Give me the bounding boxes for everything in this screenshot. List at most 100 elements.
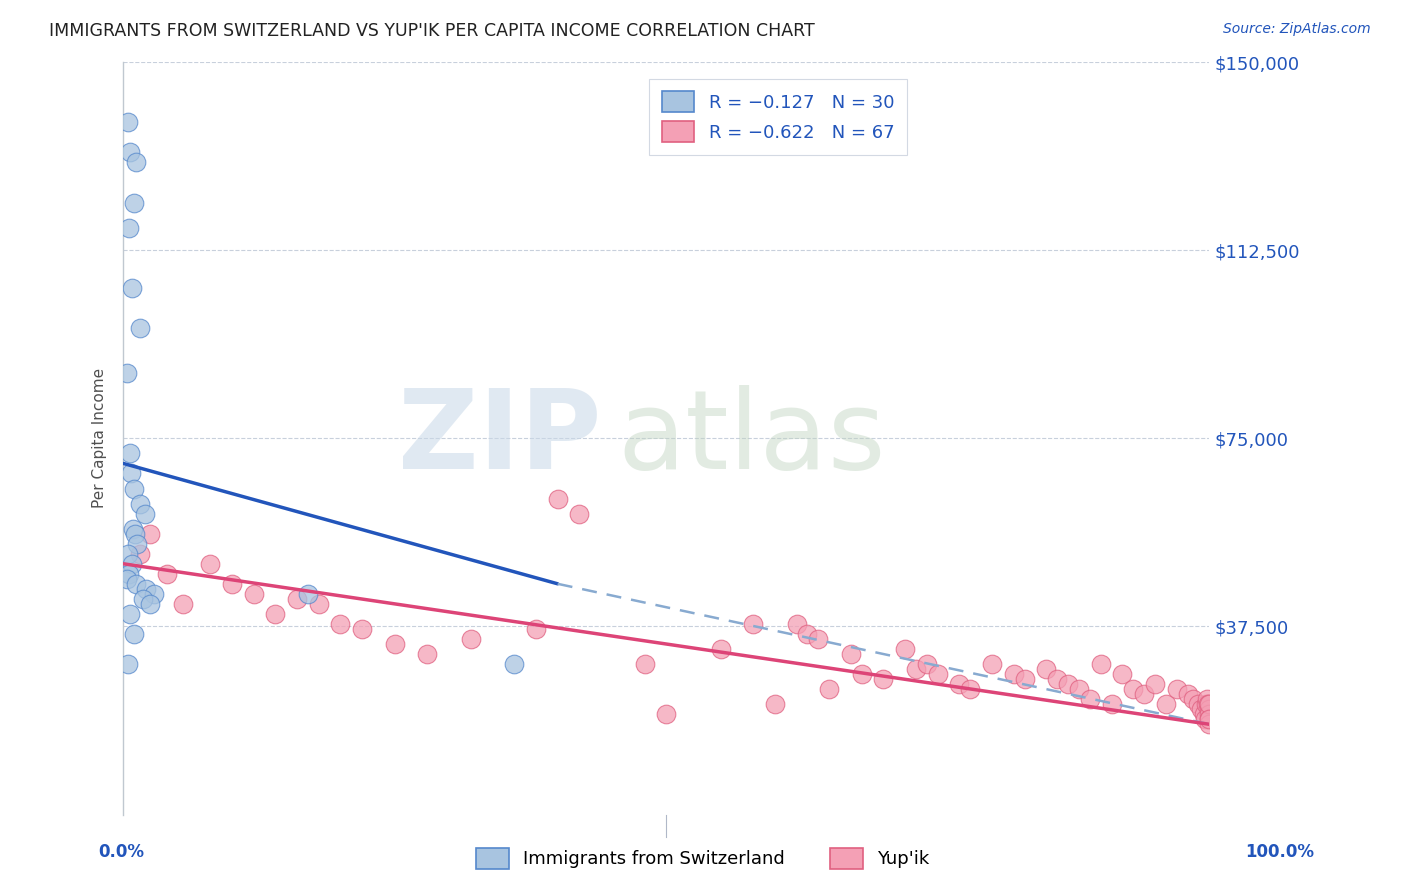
Point <box>1198 697 1220 711</box>
Text: ZIP: ZIP <box>398 384 602 491</box>
Point <box>927 667 949 681</box>
Point <box>121 557 143 571</box>
Point <box>117 657 139 671</box>
Point <box>122 522 145 536</box>
Text: 0.0%: 0.0% <box>98 843 145 861</box>
Point <box>242 587 264 601</box>
Point <box>948 677 970 691</box>
Point <box>894 642 917 657</box>
Point <box>1189 702 1212 716</box>
Point <box>198 557 221 571</box>
Point <box>285 591 308 606</box>
Point <box>118 145 141 160</box>
Point <box>915 657 938 671</box>
Point <box>1133 687 1156 701</box>
Point <box>118 220 141 235</box>
Point <box>1101 697 1123 711</box>
Point <box>786 616 808 631</box>
Point <box>1198 717 1220 731</box>
Point <box>115 572 138 586</box>
Point <box>851 667 873 681</box>
Point <box>709 642 731 657</box>
Point <box>118 566 141 581</box>
Point <box>1198 712 1220 726</box>
Point <box>127 537 149 551</box>
Point <box>115 366 138 380</box>
Point <box>1154 697 1177 711</box>
Point <box>872 672 894 686</box>
Point <box>139 526 162 541</box>
Point <box>118 607 141 621</box>
Point <box>1195 697 1218 711</box>
Point <box>1198 707 1220 722</box>
Point <box>117 115 139 129</box>
Point <box>139 597 162 611</box>
Text: Source: ZipAtlas.com: Source: ZipAtlas.com <box>1223 22 1371 37</box>
Point <box>125 577 148 591</box>
Point <box>524 622 547 636</box>
Point <box>120 467 142 481</box>
Point <box>460 632 482 646</box>
Point <box>384 637 406 651</box>
Point <box>122 627 145 641</box>
Point <box>981 657 1004 671</box>
Point <box>1198 712 1220 726</box>
Point <box>297 587 319 601</box>
Point <box>1181 692 1204 706</box>
Legend: Immigrants from Switzerland, Yup'ik: Immigrants from Switzerland, Yup'ik <box>470 840 936 876</box>
Point <box>135 582 157 596</box>
Point <box>125 155 148 169</box>
Point <box>1014 672 1036 686</box>
Point <box>124 526 146 541</box>
Point <box>1046 672 1069 686</box>
Point <box>1166 682 1188 697</box>
Point <box>1122 682 1144 697</box>
Point <box>1187 697 1209 711</box>
Point <box>416 647 439 661</box>
Point <box>807 632 830 646</box>
Point <box>117 547 139 561</box>
Point <box>1194 712 1216 726</box>
Point <box>742 616 765 631</box>
Point <box>959 682 981 697</box>
Point <box>128 547 150 561</box>
Point <box>655 707 678 722</box>
Point <box>818 682 841 697</box>
Point <box>1090 657 1112 671</box>
Point <box>1197 697 1219 711</box>
Point <box>128 497 150 511</box>
Point <box>264 607 287 621</box>
Point <box>1111 667 1133 681</box>
Text: 100.0%: 100.0% <box>1246 843 1315 861</box>
Point <box>329 616 352 631</box>
Point <box>568 507 591 521</box>
Point <box>1078 692 1101 706</box>
Point <box>1198 702 1220 716</box>
Point <box>547 491 569 506</box>
Point <box>134 507 156 521</box>
Point <box>352 622 374 636</box>
Point <box>1177 687 1199 701</box>
Point <box>905 662 928 676</box>
Point <box>172 597 194 611</box>
Point <box>839 647 862 661</box>
Point <box>1067 682 1090 697</box>
Point <box>633 657 655 671</box>
Point <box>763 697 786 711</box>
Legend: R = −0.127   N = 30, R = −0.622   N = 67: R = −0.127 N = 30, R = −0.622 N = 67 <box>650 78 907 154</box>
Point <box>1143 677 1166 691</box>
Point <box>121 281 143 295</box>
Point <box>156 566 179 581</box>
Point <box>1002 667 1025 681</box>
Point <box>118 446 141 460</box>
Point <box>1035 662 1057 676</box>
Point <box>1192 707 1215 722</box>
Y-axis label: Per Capita Income: Per Capita Income <box>93 368 107 508</box>
Point <box>128 321 150 335</box>
Point <box>308 597 330 611</box>
Point <box>221 577 243 591</box>
Point <box>1197 692 1219 706</box>
Point <box>122 482 145 496</box>
Point <box>142 587 165 601</box>
Text: IMMIGRANTS FROM SWITZERLAND VS YUP'IK PER CAPITA INCOME CORRELATION CHART: IMMIGRANTS FROM SWITZERLAND VS YUP'IK PE… <box>49 22 815 40</box>
